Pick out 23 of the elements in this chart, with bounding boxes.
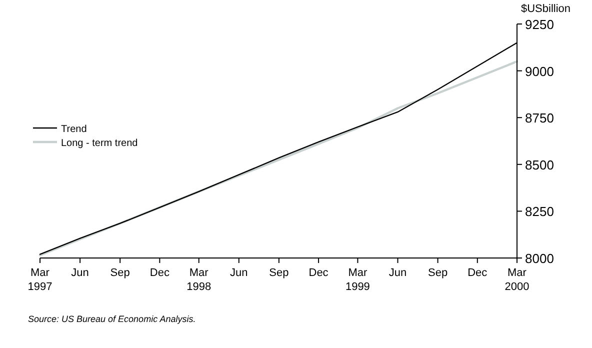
- x-tick-label: Mar 1998: [186, 267, 212, 293]
- x-tick-label: Jun: [230, 267, 248, 279]
- x-tick-label: Sep: [269, 267, 289, 279]
- x-tick-label: Dec: [308, 267, 329, 279]
- x-tick-label: Jun: [388, 267, 407, 279]
- y-tick-label: 9000: [525, 64, 554, 79]
- y-tick-label: 8250: [525, 204, 554, 220]
- x-tick-label: Dec: [150, 267, 170, 279]
- y-tick-label: 9250: [525, 17, 554, 32]
- y-axis-title: $USbillion: [521, 3, 571, 15]
- legend-label: Trend: [61, 124, 87, 135]
- x-tick-label: Mar 1999: [345, 267, 370, 293]
- y-tick-label: 8500: [525, 157, 554, 172]
- x-tick-label: Sep: [110, 267, 130, 279]
- x-tick-label: Jun: [71, 267, 89, 279]
- x-tick-label: Dec: [468, 267, 488, 279]
- x-tick-label: Sep: [428, 267, 448, 279]
- legend-label: Long - term trend: [61, 138, 138, 149]
- x-tick-label: Mar 2000: [504, 267, 530, 293]
- source-note: Source: US Bureau of Economic Analysis.: [28, 314, 196, 324]
- y-tick-label: 8000: [525, 251, 554, 266]
- y-tick-label: 8750: [525, 110, 554, 126]
- x-tick-label: Mar 1997: [28, 267, 52, 293]
